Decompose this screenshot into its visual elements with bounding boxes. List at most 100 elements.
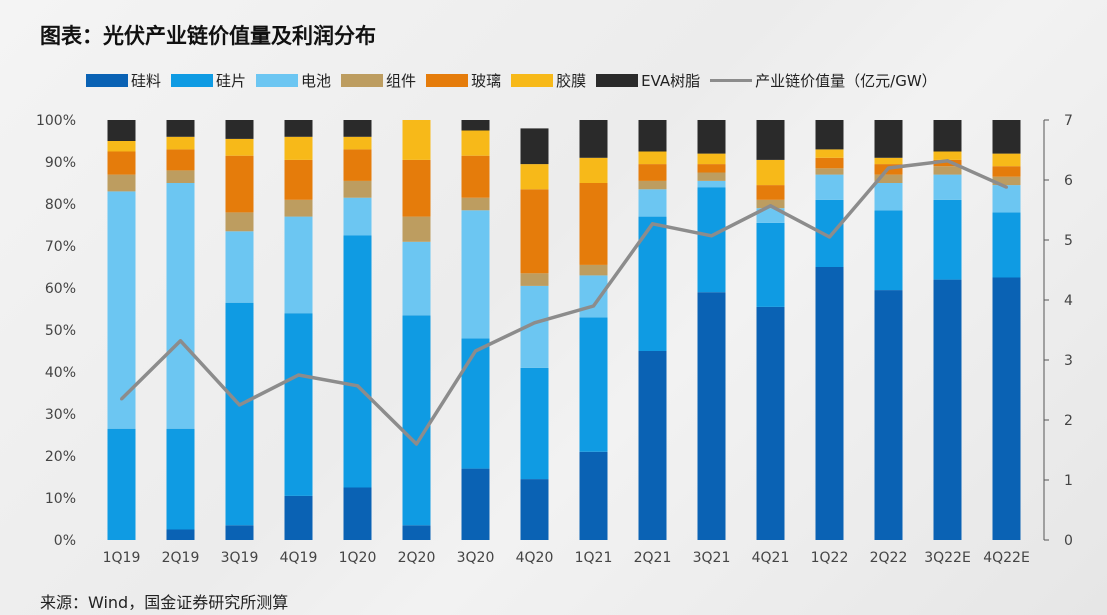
y-tick-label: 100% <box>36 113 76 129</box>
bar-segment <box>697 153 726 165</box>
bar-segment <box>284 313 313 496</box>
bar-segment <box>874 290 903 540</box>
bar-segment <box>107 141 136 152</box>
x-tick-label: 4Q22E <box>983 550 1030 566</box>
x-tick-label: 2Q21 <box>634 550 672 566</box>
bar-segment <box>520 164 549 190</box>
legend-item: 胶膜 <box>511 70 586 91</box>
x-tick-label: 4Q19 <box>280 550 318 566</box>
value-line <box>120 159 1008 446</box>
y-tick-label: 90% <box>45 155 76 171</box>
bar-segment <box>992 212 1021 278</box>
bar-segment <box>933 151 962 160</box>
legend-label: 产业链价值量（亿元/GW） <box>755 72 937 90</box>
bar-segment <box>579 275 608 318</box>
value-line-point <box>533 321 536 325</box>
bar-segment <box>992 120 1021 154</box>
x-tick-label: 2Q22 <box>870 550 908 566</box>
bar-segment <box>520 479 549 540</box>
bar-segment <box>579 120 608 158</box>
bar-segment <box>815 267 844 540</box>
bar-segment <box>992 166 1021 177</box>
legend-swatch <box>256 74 299 87</box>
bar-segment <box>933 120 962 152</box>
bar-segment <box>107 174 136 192</box>
value-line-point <box>828 235 831 239</box>
bar-segment <box>107 428 136 540</box>
y2-tick-label: 0 <box>1064 533 1073 549</box>
bar-segment <box>284 495 313 540</box>
bar-segment <box>933 159 962 167</box>
bar-segment <box>402 525 431 540</box>
value-line-point <box>179 339 182 343</box>
x-tick-label: 1Q19 <box>103 550 141 566</box>
y2-tick-label: 2 <box>1064 413 1073 429</box>
bar-segment <box>756 208 785 223</box>
bar-segment <box>284 120 313 137</box>
y-tick-label: 10% <box>45 491 76 507</box>
bar-segment <box>815 149 844 158</box>
bar-segment <box>579 183 608 265</box>
bar-segment <box>461 197 490 211</box>
bar-segment <box>579 317 608 452</box>
bar-segment <box>166 529 195 540</box>
bar-segment <box>225 231 254 303</box>
bar-segment <box>225 138 254 156</box>
bar-segment <box>402 241 431 316</box>
legend-item: 硅料 <box>86 70 161 91</box>
bar-segment <box>343 235 372 488</box>
x-tick-label: 3Q21 <box>693 550 731 566</box>
bar-segment <box>756 222 785 307</box>
bar-segment <box>402 216 431 242</box>
legend-swatch <box>511 74 554 87</box>
chart-title: 图表：光伏产业链价值量及利润分布 <box>40 24 376 48</box>
x-tick-label: 4Q20 <box>516 550 554 566</box>
value-line-point <box>415 442 418 446</box>
legend-label: 硅片 <box>216 72 247 90</box>
bar-segment <box>284 216 313 314</box>
bar-segment <box>402 120 431 160</box>
y-tick-label: 50% <box>45 323 76 339</box>
bar-segment <box>166 149 195 171</box>
bar-segment <box>284 199 313 217</box>
bar-segment <box>697 187 726 293</box>
y2-tick-label: 6 <box>1064 173 1073 189</box>
y2-tick-label: 1 <box>1064 473 1073 489</box>
bar-segment <box>225 155 254 213</box>
bar-segment <box>284 159 313 200</box>
legend-label: 电池 <box>301 72 332 90</box>
bar-segment <box>992 185 1021 213</box>
legend-label: 玻璃 <box>471 72 502 90</box>
bar-segment <box>343 120 372 137</box>
y2-tick-label: 7 <box>1064 113 1073 129</box>
bar-segment <box>579 451 608 540</box>
legend-label: EVA树脂 <box>641 72 701 90</box>
bar-segment <box>284 136 313 160</box>
value-line-point <box>1005 185 1008 189</box>
bar-segment <box>579 157 608 183</box>
bar-segment <box>756 159 785 186</box>
bar-segment <box>166 183 195 429</box>
bar-segment <box>815 120 844 150</box>
bar-segment <box>874 120 903 158</box>
bar-segment <box>402 315 431 526</box>
bar-segment <box>107 151 136 175</box>
bar-segment <box>343 180 372 198</box>
bar-segment <box>815 174 844 200</box>
value-line-point <box>651 222 654 226</box>
legend-label: 硅料 <box>131 72 162 90</box>
bar-segment <box>520 273 549 286</box>
y-tick-label: 20% <box>45 449 76 465</box>
bar-segment <box>992 176 1021 186</box>
x-tick-label: 4Q21 <box>752 550 790 566</box>
y-tick-label: 70% <box>45 239 76 255</box>
bar-segment <box>520 189 549 274</box>
x-tick-label: 1Q22 <box>811 550 849 566</box>
legend-swatch <box>341 74 384 87</box>
bar-segment <box>343 197 372 236</box>
bar-segment <box>697 180 726 188</box>
legend-swatch <box>710 79 753 82</box>
chart-legend: 硅料 硅片 电池 组件 玻璃 胶膜 EVA树脂 产业链价值量（亿元/GW） <box>86 70 1097 91</box>
value-line-point <box>887 166 890 170</box>
